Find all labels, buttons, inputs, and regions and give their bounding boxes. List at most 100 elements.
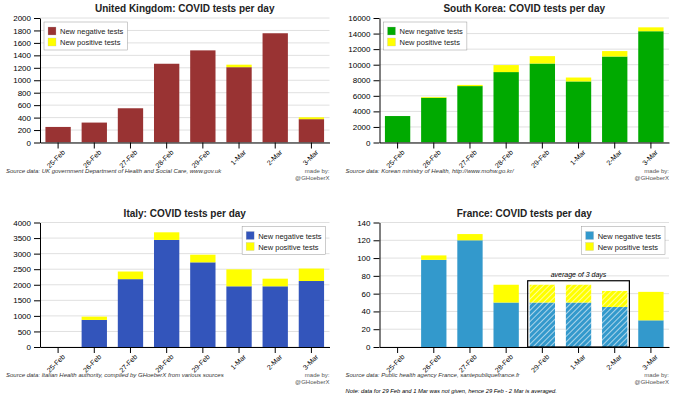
title: France: COVID tests per day — [457, 208, 592, 219]
credit-line: made by: — [305, 372, 330, 378]
panel: 02040608010012014025-Feb26-Feb27-Feb28-F… — [346, 208, 670, 395]
tick-mark — [34, 331, 40, 332]
y-axis: 020406080100120140 — [357, 219, 380, 353]
x-tick-label: 3-Mar — [302, 353, 320, 371]
tick-mark — [374, 223, 380, 224]
y-tick: 40 — [362, 307, 380, 316]
x-tick-label: 3-Mar — [641, 148, 659, 166]
x-tick: 29-Feb — [190, 347, 211, 374]
legend-swatch — [586, 232, 594, 240]
x-tick-label: 25-Feb — [385, 353, 406, 374]
x-tick: 2-Mar — [605, 347, 623, 371]
bar-segment — [226, 269, 251, 286]
y-tick-label: 0 — [366, 139, 371, 148]
y-tick-label: 500 — [18, 327, 32, 336]
y-tick: 10000 — [348, 61, 379, 70]
bar-segment — [493, 285, 518, 303]
tick-mark — [34, 30, 40, 31]
bar-segment — [530, 64, 555, 143]
legend-box — [582, 227, 665, 255]
y-tick-label: 1500 — [13, 296, 31, 305]
credit-line: @GHoeberX — [295, 379, 329, 385]
y-tick: 600 — [18, 101, 40, 110]
y-tick: 1000 — [13, 76, 40, 85]
tick-mark — [433, 143, 434, 149]
bar-segment — [421, 255, 446, 259]
y-tick-label: 1400 — [13, 51, 31, 60]
y-tick-label: 6000 — [353, 92, 371, 101]
x-tick-label: 28-Feb — [494, 353, 515, 374]
x-tick: 1-Mar — [229, 347, 247, 371]
credit-line: made by: — [644, 372, 669, 378]
x-tick: 27-Feb — [118, 143, 139, 170]
bar-segment — [226, 286, 251, 347]
bar-segment — [299, 117, 324, 119]
x-tick-label: 27-Feb — [118, 149, 139, 170]
y-tick-label: 16000 — [348, 14, 371, 23]
legend-swatch — [246, 243, 254, 251]
tick-mark — [542, 347, 543, 353]
tick-mark — [374, 80, 380, 81]
bar-segment — [421, 98, 446, 143]
bar-segment — [190, 50, 215, 142]
bar-segment — [45, 347, 70, 348]
y-tick: 8000 — [353, 76, 380, 85]
tick-mark — [166, 347, 167, 353]
x-tick-label: 27-Feb — [457, 353, 478, 374]
tick-mark — [58, 143, 59, 149]
bar-segment — [263, 33, 288, 34]
tick-mark — [374, 143, 380, 144]
bar-segment — [602, 57, 627, 143]
y-tick: 14000 — [348, 30, 379, 39]
tick-mark — [374, 18, 380, 19]
bars — [421, 234, 663, 347]
legend-label: New positive tests — [258, 243, 319, 252]
y-tick: 16000 — [348, 14, 379, 23]
tick-mark — [397, 347, 398, 353]
x-tick: 2-Mar — [265, 143, 283, 167]
x-tick: 25-Feb — [385, 347, 406, 374]
tick-mark — [374, 329, 380, 330]
bar-segment — [530, 303, 555, 347]
tick-mark — [469, 347, 470, 353]
bar-segment — [154, 64, 179, 143]
tick-mark — [311, 347, 312, 353]
bar-segment — [421, 260, 446, 347]
bar-segment — [457, 234, 482, 240]
bar-segment — [226, 65, 251, 67]
tick-mark — [374, 49, 380, 50]
tick-mark — [374, 311, 380, 312]
tick-mark — [58, 347, 59, 353]
tick-mark — [578, 347, 579, 353]
x-tick: 25-Feb — [385, 143, 406, 170]
bar-segment — [299, 269, 324, 281]
bar-segment — [154, 232, 179, 240]
y-tick: 2000 — [13, 14, 40, 23]
title: Italy: COVID tests per day — [124, 208, 247, 219]
x-tick-label: 26-Feb — [421, 149, 442, 170]
bar-segment — [493, 65, 518, 72]
x-tick: 25-Feb — [46, 143, 67, 170]
bar-segment — [118, 272, 143, 280]
axis-line — [40, 223, 41, 348]
tick-mark — [34, 300, 40, 301]
legend: New negative testsNew positive tests — [44, 22, 127, 50]
y-tick-label: 1800 — [13, 27, 31, 36]
grid — [40, 18, 330, 143]
tick-mark — [34, 80, 40, 81]
y-tick-label: 10000 — [348, 61, 371, 70]
legend-swatch — [586, 243, 594, 251]
x-axis: 25-Feb26-Feb27-Feb28-Feb29-Feb1-Mar2-Mar… — [380, 347, 670, 374]
bar-segment — [638, 320, 663, 347]
legend-swatch — [246, 232, 254, 240]
tick-mark — [374, 258, 380, 259]
tick-mark — [614, 347, 615, 353]
legend-swatch — [48, 38, 56, 46]
annotation: average of 3 days — [551, 271, 607, 279]
y-tick-label: 2000 — [13, 281, 31, 290]
y-tick-label: 3000 — [13, 250, 31, 259]
bar-segment — [385, 347, 410, 348]
tick-mark — [34, 93, 40, 94]
bars — [82, 232, 324, 347]
tick-mark — [130, 347, 131, 353]
